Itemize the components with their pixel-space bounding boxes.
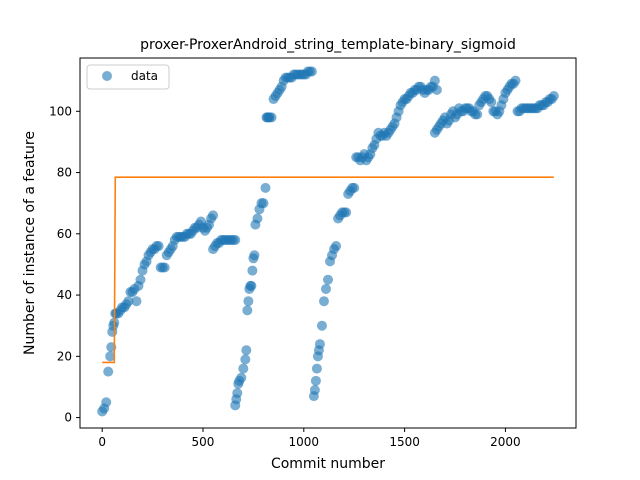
data-point: [247, 265, 258, 276]
data-point: [232, 388, 243, 399]
data-point: [238, 363, 249, 374]
y-axis-label: Number of instance of a feature: [22, 131, 38, 355]
x-axis: 0 500 1000 1500 2000: [98, 428, 521, 449]
plot-frame: [79, 57, 577, 429]
data-point: [208, 210, 219, 221]
data-point: [341, 207, 352, 218]
data-point: [241, 345, 252, 356]
data-point: [510, 75, 521, 86]
data-point: [320, 283, 331, 294]
x-tick-label: 2000: [490, 435, 521, 449]
data-point: [314, 339, 325, 350]
y-tick-label: 80: [57, 166, 72, 180]
data-point: [311, 363, 322, 374]
y-tick-label: 100: [49, 104, 72, 118]
data-point: [159, 262, 170, 273]
chart-title: proxer-ProxerAndroid_string_template-bin…: [140, 37, 516, 53]
data-point: [135, 274, 146, 285]
y-tick-label: 20: [57, 349, 72, 363]
data-point: [548, 90, 559, 101]
x-tick-label: 1500: [389, 435, 420, 449]
data-point: [349, 182, 360, 193]
data-point: [131, 296, 142, 307]
data-point: [431, 84, 442, 95]
data-point: [310, 375, 321, 386]
legend-box: [86, 64, 170, 90]
y-tick-label: 40: [57, 288, 72, 302]
data-point: [318, 296, 329, 307]
data-point: [309, 385, 320, 396]
data-point: [243, 296, 254, 307]
data-point: [331, 241, 342, 252]
x-tick-label: 500: [192, 435, 215, 449]
data-point: [323, 274, 333, 285]
data-point: [316, 320, 327, 331]
data-point: [249, 250, 260, 261]
data-point: [260, 182, 271, 193]
data-point: [242, 305, 253, 316]
data-point: [101, 397, 112, 408]
data-point: [472, 109, 483, 120]
data-point: [153, 241, 164, 252]
data-point: [252, 213, 263, 224]
data-point: [103, 366, 114, 377]
data-point: [123, 296, 134, 307]
fit-line: [102, 176, 554, 364]
data-point: [230, 234, 241, 245]
data-point: [258, 198, 269, 209]
y-axis: 0 20 40 60 80 100: [49, 104, 80, 425]
x-axis-label: Commit number: [271, 456, 385, 472]
x-tick-label: 1000: [289, 435, 320, 449]
data-point: [306, 66, 317, 77]
data-point: [240, 354, 251, 365]
data-point: [429, 75, 440, 86]
data-layer: [97, 66, 559, 417]
data-point: [266, 112, 277, 123]
y-tick-label: 60: [57, 227, 72, 241]
y-tick-label: 0: [64, 411, 72, 425]
x-tick-label: 0: [98, 435, 106, 449]
data-point: [236, 372, 247, 383]
legend-label: data: [131, 69, 158, 83]
legend: data: [86, 64, 170, 90]
legend-marker: [102, 71, 112, 81]
data-point: [105, 351, 116, 362]
data-point: [246, 280, 257, 291]
data-point: [486, 97, 497, 108]
